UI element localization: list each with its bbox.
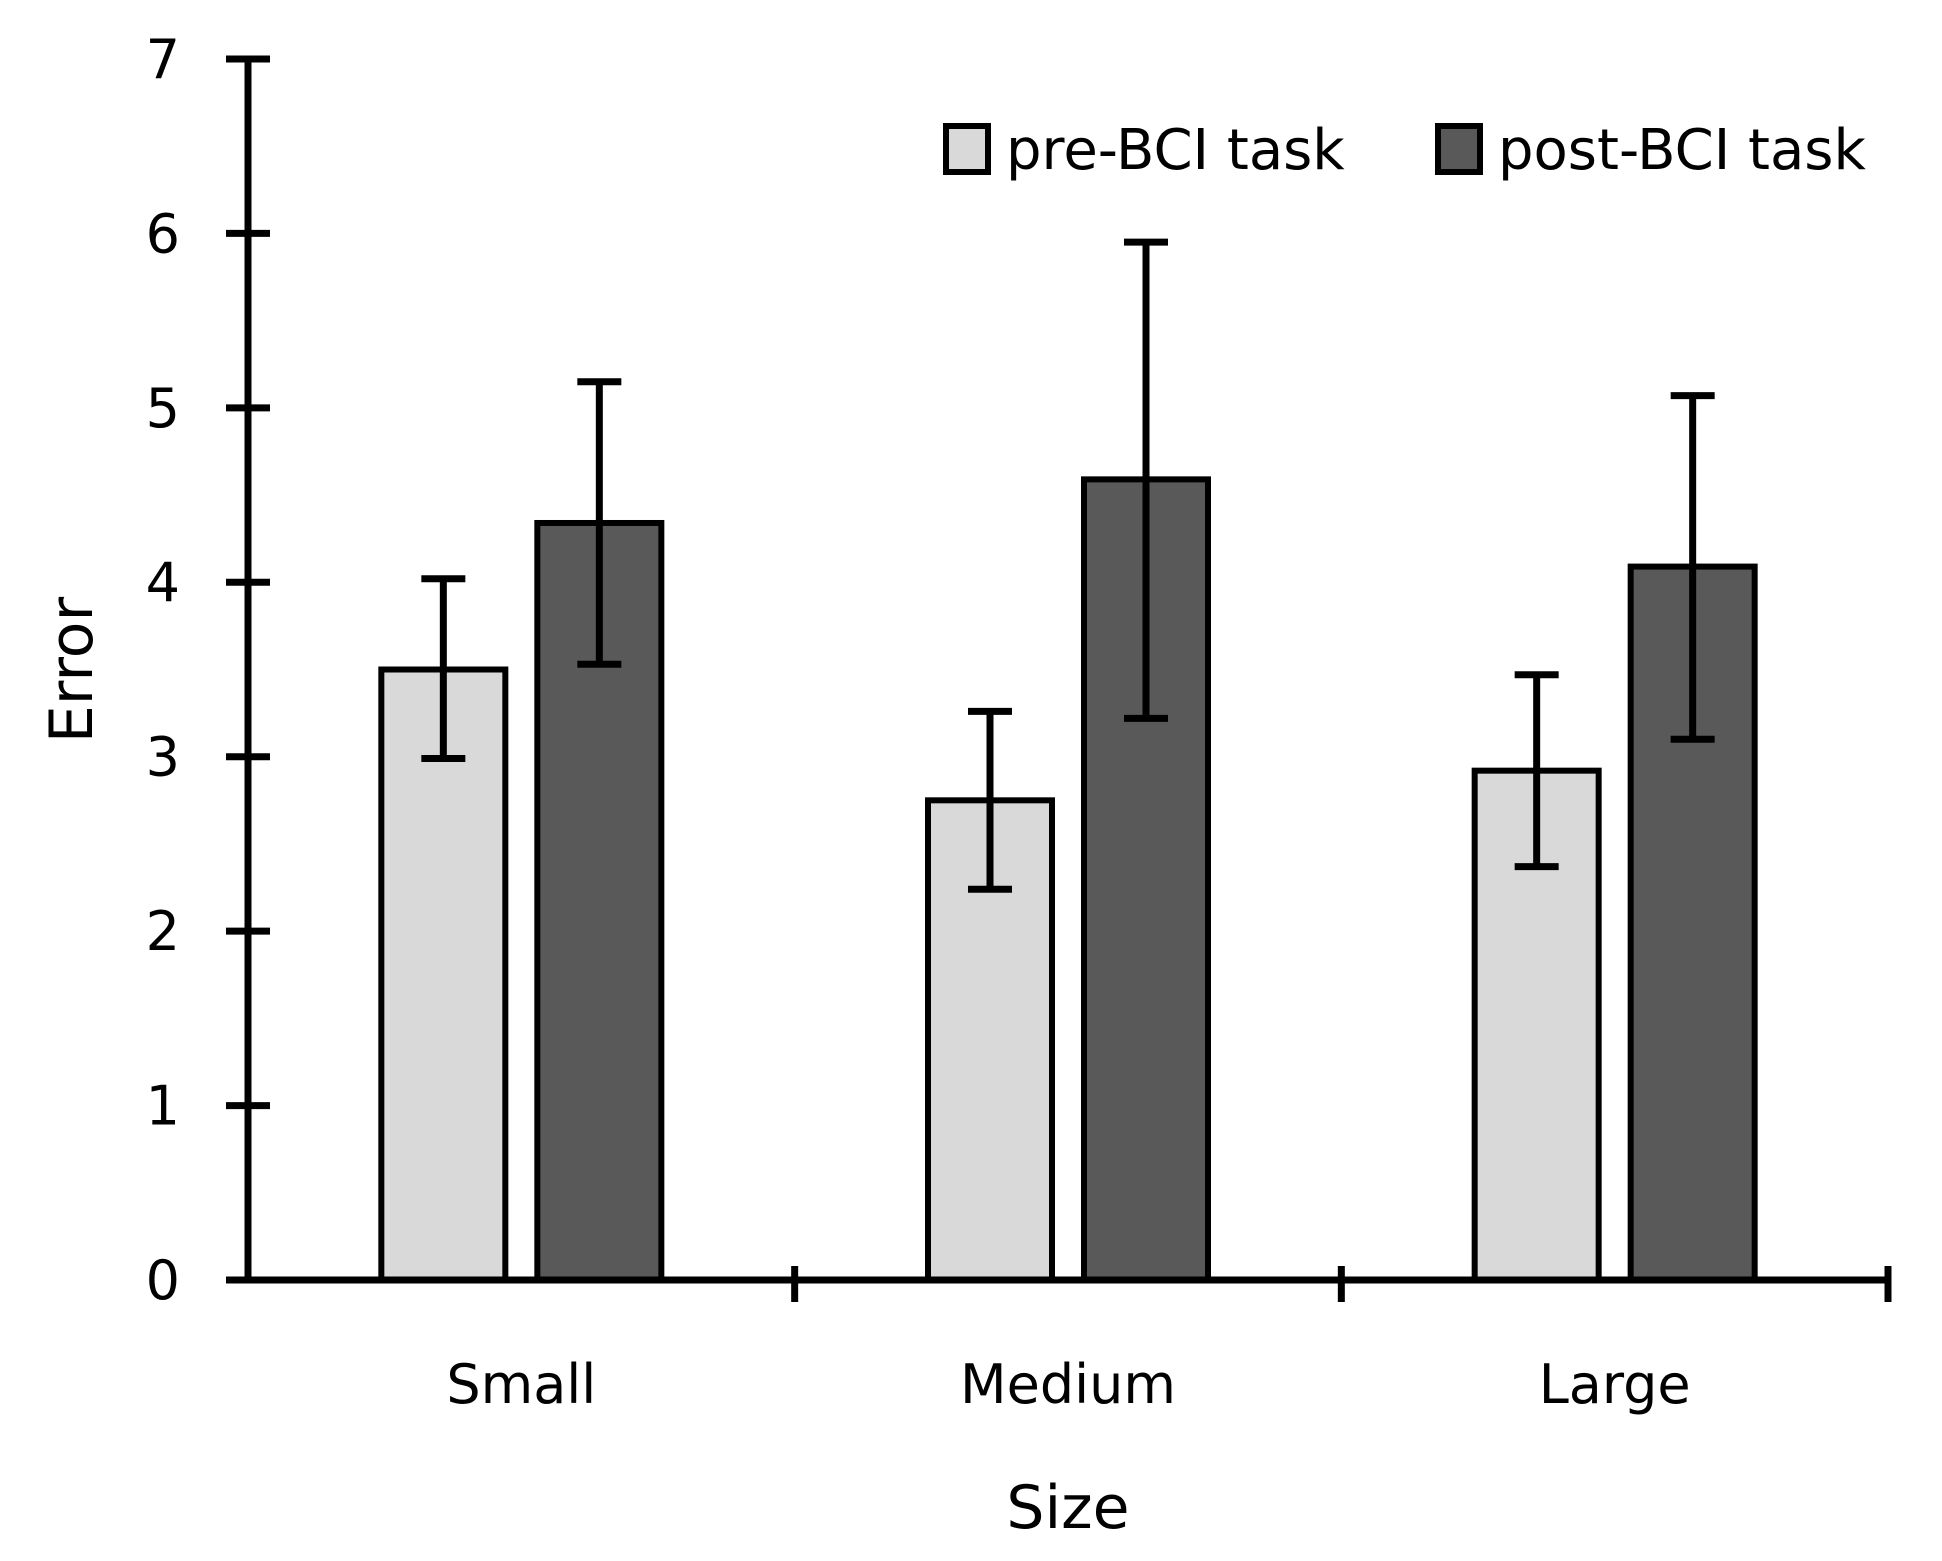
y-tick-label: 7 <box>146 28 180 91</box>
legend: pre-BCI task post-BCI task <box>943 118 1866 183</box>
bars-layer <box>378 476 1758 1283</box>
bar-post-bci-task-medium <box>1081 476 1211 1283</box>
bar-pre-bci-task-small <box>378 666 509 1283</box>
error-bars-layer <box>421 238 1715 893</box>
x-tick-label-small: Small <box>446 1353 596 1416</box>
y-ticks-layer: 0 1 2 3 4 5 6 7 <box>146 28 270 1312</box>
x-tick-label-large: Large <box>1539 1353 1691 1416</box>
axes-layer <box>226 59 1891 1284</box>
x-axis-title: Size <box>1006 1473 1129 1543</box>
y-tick-label: 4 <box>146 551 180 614</box>
y-tick-label: 0 <box>146 1249 180 1312</box>
x-tick-label-medium: Medium <box>960 1353 1176 1416</box>
legend-label-pre-bci: pre-BCI task <box>1006 118 1345 183</box>
y-axis-title: Error <box>37 597 107 744</box>
y-tick-label: 1 <box>146 1075 180 1138</box>
legend-swatch-post-bci <box>1435 123 1483 175</box>
x-ticks-layer: Small Medium Large <box>446 1266 1892 1416</box>
legend-swatch-pre-bci <box>943 123 991 175</box>
y-tick-label: 3 <box>146 726 180 789</box>
y-tick-label: 2 <box>146 900 180 963</box>
y-tick-label: 5 <box>146 377 180 440</box>
legend-label-post-bci: post-BCI task <box>1498 118 1866 183</box>
y-tick-label: 6 <box>146 202 180 265</box>
